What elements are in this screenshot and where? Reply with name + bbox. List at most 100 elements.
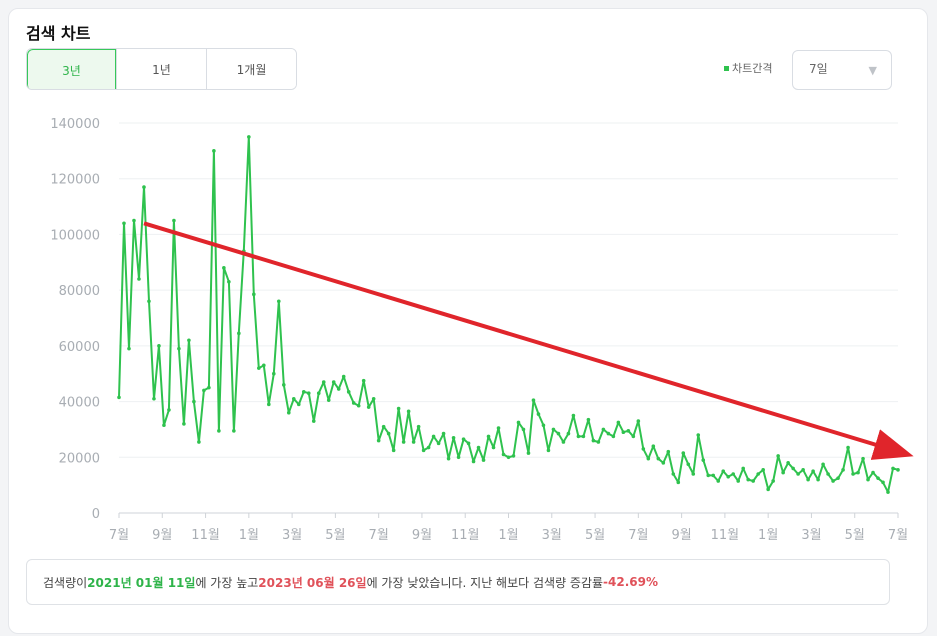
- data-point: [756, 472, 760, 476]
- data-point: [536, 412, 541, 416]
- data-point: [621, 430, 626, 435]
- y-tick-label: 120000: [50, 173, 100, 188]
- legend-dot-icon: [724, 65, 729, 71]
- x-tick-label: 3월: [282, 528, 302, 543]
- series-search-volume: [117, 135, 900, 494]
- data-point: [212, 149, 216, 153]
- interval-select-value: 7일: [809, 62, 828, 76]
- data-point: [291, 396, 296, 401]
- x-tick-label: 7월: [369, 528, 389, 543]
- y-tick-label: 40000: [59, 396, 100, 411]
- data-point: [641, 447, 646, 451]
- data-point: [456, 455, 461, 460]
- data-point: [776, 454, 780, 458]
- x-tick-label: 11월: [191, 528, 220, 543]
- trend-arrow: [143, 221, 914, 460]
- data-point: [376, 438, 381, 443]
- data-point: [471, 459, 476, 464]
- data-point: [531, 398, 536, 402]
- data-point: [147, 299, 151, 304]
- data-point: [701, 458, 706, 462]
- summary-box: 검색량이 2021년 01월 11일 에 가장 높고 2023년 06월 26일…: [26, 559, 890, 605]
- x-tick-label: 9월: [152, 528, 172, 543]
- data-point: [661, 461, 666, 465]
- x-tick-label: 3월: [542, 528, 562, 543]
- data-point: [281, 383, 286, 387]
- data-point: [851, 472, 855, 476]
- y-tick-label: 60000: [59, 340, 100, 355]
- data-point: [416, 424, 421, 429]
- data-point: [696, 433, 701, 437]
- interval-label-text: 차트간격: [732, 62, 773, 75]
- data-point: [127, 346, 131, 351]
- x-axis: 7월 9월 11월 1월 3월 5월 7월 9월 11월 1월 3월 5월 7월 9월 11월 1월 3월 5월 7…: [109, 513, 908, 543]
- data-point: [276, 299, 281, 304]
- data-point: [237, 331, 241, 336]
- data-point: [207, 385, 211, 390]
- data-point: [187, 338, 191, 343]
- data-point: [871, 470, 875, 475]
- data-point: [177, 346, 181, 351]
- data-point: [716, 479, 721, 483]
- x-tick-label: 5월: [585, 528, 605, 543]
- data-point: [436, 441, 441, 446]
- data-point: [541, 423, 546, 428]
- data-point: [761, 468, 765, 472]
- trend-annotation: [143, 221, 914, 460]
- data-point: [736, 479, 741, 483]
- data-point: [586, 417, 591, 422]
- data-point: [806, 477, 810, 482]
- data-point: [361, 378, 366, 383]
- chart-grid: [119, 122, 898, 514]
- data-point: [441, 431, 446, 436]
- x-tick-label: 1월: [758, 528, 778, 543]
- data-point: [721, 469, 726, 474]
- interval-select[interactable]: 7일 ▼: [792, 50, 892, 90]
- data-point: [202, 388, 206, 393]
- data-point: [406, 409, 411, 414]
- data-point: [626, 429, 631, 433]
- data-point: [571, 413, 576, 418]
- summary-change: -42.69%: [603, 575, 659, 589]
- data-point: [301, 390, 306, 394]
- data-point: [182, 422, 186, 426]
- x-tick-label: 7월: [888, 528, 908, 543]
- data-point: [646, 456, 651, 461]
- x-tick-label: 5월: [325, 528, 345, 543]
- data-point: [746, 477, 750, 482]
- data-point: [676, 480, 681, 485]
- data-point: [386, 431, 391, 436]
- data-point: [866, 477, 870, 482]
- data-point: [726, 474, 731, 479]
- x-tick-label: 7월: [628, 528, 648, 543]
- data-point: [601, 427, 606, 432]
- data-point: [316, 391, 321, 396]
- y-tick-label: 80000: [59, 284, 100, 299]
- data-point: [556, 431, 561, 436]
- data-point: [666, 449, 671, 454]
- tab-1m[interactable]: 1개월: [206, 49, 296, 89]
- data-point: [217, 429, 221, 433]
- data-point: [816, 477, 820, 482]
- data-point: [706, 473, 711, 478]
- data-point: [466, 441, 471, 446]
- summary-high-date: 2021년 01월 11일: [87, 575, 196, 590]
- data-point: [331, 380, 336, 384]
- data-point: [631, 434, 636, 439]
- data-point: [306, 391, 311, 396]
- data-point: [566, 431, 571, 436]
- data-point: [766, 487, 770, 492]
- data-point: [521, 427, 526, 432]
- summary-suffix: 에 가장 낮았습니다. 지난 해보다 검색량 증감률: [366, 575, 604, 590]
- data-point: [526, 451, 531, 455]
- data-point: [262, 363, 266, 368]
- data-point: [891, 466, 895, 471]
- interval-label: 차트간격: [724, 60, 772, 76]
- data-point: [671, 472, 676, 476]
- x-tick-label: 11월: [451, 528, 480, 543]
- tab-1y[interactable]: 1년: [116, 49, 206, 89]
- tab-3y[interactable]: 3년: [27, 49, 116, 89]
- x-tick-label: 9월: [412, 528, 432, 543]
- data-point: [596, 440, 601, 444]
- y-tick-label: 0: [92, 507, 100, 522]
